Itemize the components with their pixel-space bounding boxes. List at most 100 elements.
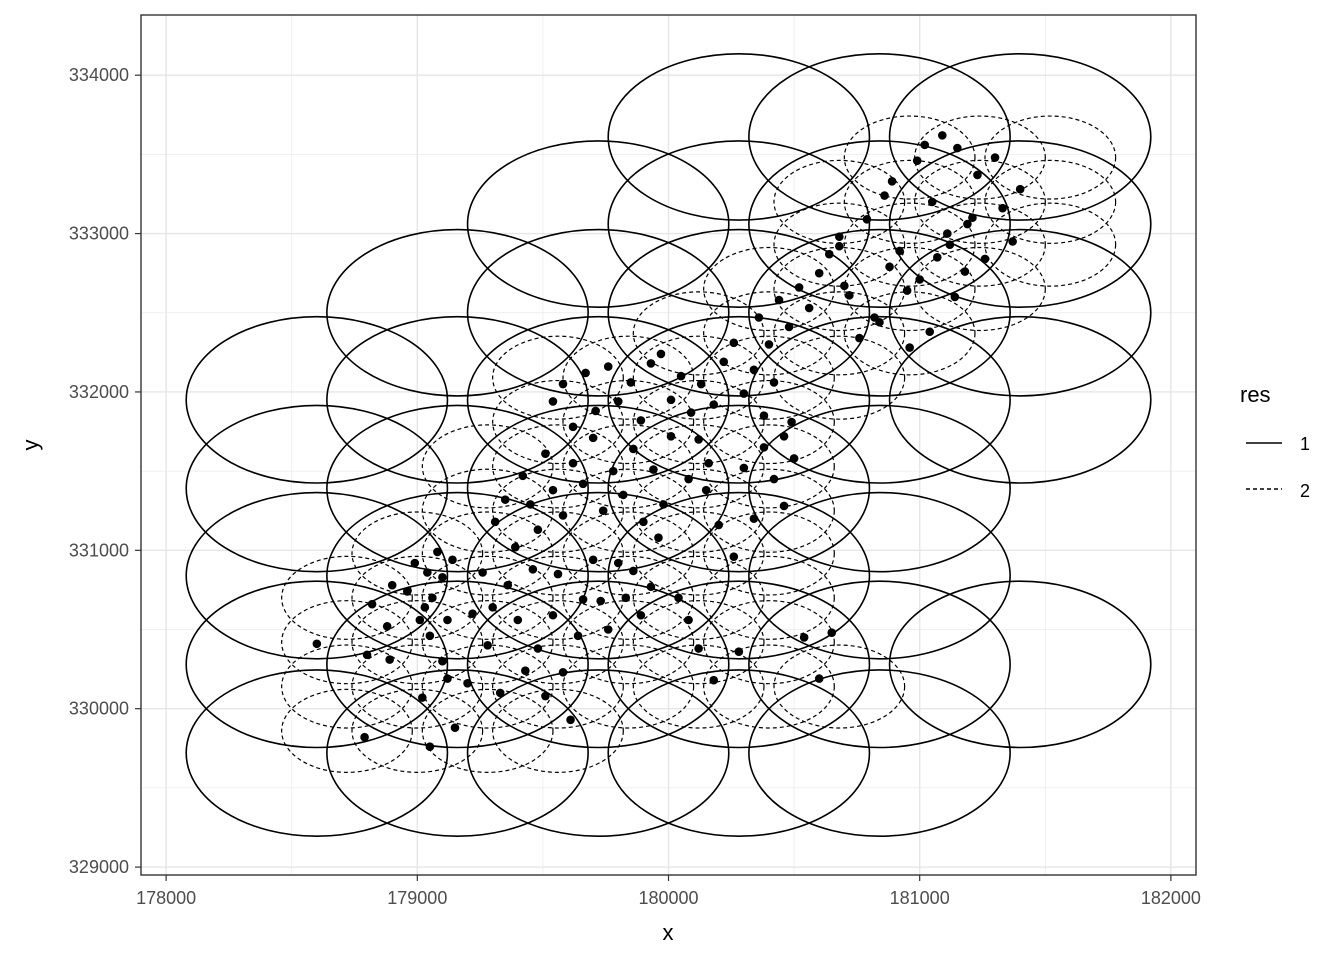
data-point xyxy=(709,675,719,685)
data-point xyxy=(824,249,834,259)
ellipse-res-1 xyxy=(326,404,589,573)
ellipse-res-2 xyxy=(492,511,624,596)
ellipse-res-2 xyxy=(281,644,413,729)
data-point xyxy=(513,615,523,625)
data-point xyxy=(980,254,990,264)
data-point xyxy=(887,176,897,186)
ellipse-res-2 xyxy=(421,600,554,685)
ellipse-res-2 xyxy=(492,644,624,729)
ellipse-res-1 xyxy=(185,491,449,660)
data-point xyxy=(443,674,452,683)
data-point xyxy=(960,267,970,276)
ellipse-res-1 xyxy=(326,669,589,837)
data-point xyxy=(835,241,844,251)
ellipse-res-1 xyxy=(748,669,1011,837)
ellipses-res2 xyxy=(281,115,1117,773)
data-point xyxy=(814,268,824,278)
ellipse-res-2 xyxy=(281,600,413,685)
data-point xyxy=(794,283,804,292)
ellipse-res-2 xyxy=(562,468,695,553)
ellipse-res-2 xyxy=(984,115,1117,200)
ellipse-res-1 xyxy=(748,228,1011,397)
data-point xyxy=(636,416,646,425)
ellipse-res-1 xyxy=(326,315,589,484)
data-point xyxy=(845,291,854,300)
data-point xyxy=(895,246,904,256)
y-tick-label: 329000 xyxy=(69,857,129,877)
data-point xyxy=(478,568,487,577)
ellipse-res-1 xyxy=(466,315,730,484)
ellipse-res-1 xyxy=(326,228,589,397)
data-point xyxy=(566,715,575,725)
data-point xyxy=(804,303,814,313)
data-point xyxy=(450,723,460,733)
ellipse-res-1 xyxy=(748,491,1011,660)
x-tick-label: 178000 xyxy=(136,888,196,908)
ellipse-res-2 xyxy=(703,424,835,509)
data-point xyxy=(613,397,623,406)
ellipse-res-2 xyxy=(703,246,835,332)
ellipse-res-1 xyxy=(607,580,871,749)
data-point xyxy=(598,506,608,516)
data-point xyxy=(629,444,638,454)
data-point xyxy=(862,215,872,224)
data-point xyxy=(789,454,799,463)
data-point xyxy=(749,365,759,375)
data-point xyxy=(932,253,942,262)
data-point xyxy=(646,359,656,368)
ellipse-res-1 xyxy=(326,491,589,660)
y-tick-label: 333000 xyxy=(69,224,129,244)
ellipse-res-1 xyxy=(466,580,730,749)
data-point xyxy=(729,552,739,561)
ellipse-res-2 xyxy=(632,291,765,376)
data-point xyxy=(533,525,543,535)
data-point xyxy=(518,471,528,481)
data-point xyxy=(764,340,774,349)
ellipse-res-2 xyxy=(492,688,624,773)
points xyxy=(312,131,1025,752)
data-point xyxy=(500,495,510,504)
legend-label-1: 1 xyxy=(1300,434,1310,454)
ellipse-res-1 xyxy=(466,491,730,660)
legend: res 1 2 xyxy=(1240,382,1310,501)
ellipse-res-2 xyxy=(351,688,484,773)
data-point xyxy=(533,644,543,653)
data-point xyxy=(701,485,711,495)
data-point xyxy=(855,333,864,343)
ellipse-res-1 xyxy=(607,491,871,660)
ellipse-res-2 xyxy=(703,644,835,729)
data-point xyxy=(666,395,676,405)
ellipse-res-1 xyxy=(466,140,730,309)
ellipse-res-1 xyxy=(748,53,1011,221)
ellipse-res-1 xyxy=(888,580,1152,749)
data-point xyxy=(998,203,1007,213)
ellipse-res-2 xyxy=(351,511,484,596)
y-axis: 329000 330000 331000 332000 333000 334000 xyxy=(69,65,141,877)
data-point xyxy=(428,593,437,603)
data-point xyxy=(827,628,837,637)
data-point xyxy=(646,582,656,592)
data-point xyxy=(367,599,377,609)
data-point xyxy=(704,458,713,468)
ellipse-res-1 xyxy=(185,315,449,484)
data-point xyxy=(621,593,631,603)
ellipse-res-2 xyxy=(421,511,554,596)
data-point xyxy=(835,232,844,242)
data-point xyxy=(558,379,568,389)
ellipse-res-2 xyxy=(843,159,976,244)
ellipse-res-1 xyxy=(607,404,871,573)
ellipse-res-2 xyxy=(492,379,624,465)
ellipse-res-2 xyxy=(351,600,484,685)
ellipse-res-2 xyxy=(421,555,554,640)
data-point xyxy=(787,417,796,427)
ellipse-res-2 xyxy=(914,159,1046,244)
ellipse-res-2 xyxy=(632,335,765,420)
ellipse-res-2 xyxy=(421,688,554,773)
data-point xyxy=(483,641,492,650)
data-point xyxy=(573,631,583,641)
ellipse-res-1 xyxy=(748,404,1011,573)
data-point xyxy=(603,362,613,371)
data-point xyxy=(495,688,505,698)
data-point xyxy=(719,357,729,367)
ellipse-res-2 xyxy=(843,202,976,287)
